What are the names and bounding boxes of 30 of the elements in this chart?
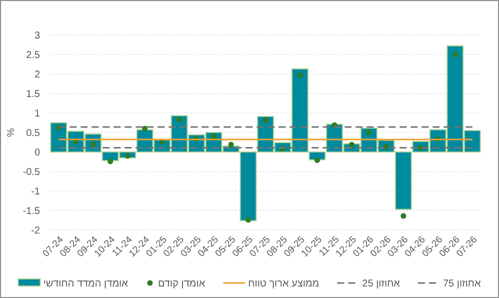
legend-label: אומדן קודם — [158, 278, 206, 290]
y-tick-label: 1.5 — [26, 89, 40, 100]
y-tick-label: 2.5 — [26, 50, 40, 61]
legend-label: אחוזון 25 — [362, 278, 401, 290]
point — [108, 158, 114, 164]
y-tick-label: -1 — [31, 186, 40, 198]
y-tick-label: 2 — [34, 70, 40, 80]
point — [245, 217, 252, 223]
point — [262, 118, 268, 124]
point — [348, 142, 354, 148]
y-axis-title: % — [6, 128, 17, 137]
point — [142, 126, 148, 132]
y-tick-label: 0 — [34, 148, 40, 158]
point — [314, 157, 320, 163]
legend-label: אומדן המדד החודשי — [43, 278, 129, 290]
point — [452, 52, 458, 58]
y-tick-label: 1 — [34, 108, 40, 120]
y-tick-label: -2 — [31, 226, 40, 236]
y-tick-label: 0.5 — [26, 128, 40, 139]
y-tick-label: 3 — [34, 30, 40, 42]
y-tick-label: -1.5 — [22, 206, 40, 217]
point — [400, 213, 406, 219]
legend-label: ממוצע ארוך טווח — [248, 278, 320, 290]
legend-label: אחוזון 75 — [442, 278, 482, 290]
y-tick-label: -0.5 — [22, 167, 40, 178]
point — [297, 72, 303, 78]
point — [176, 116, 182, 122]
point — [210, 134, 217, 140]
point — [366, 130, 372, 136]
point — [228, 142, 234, 148]
